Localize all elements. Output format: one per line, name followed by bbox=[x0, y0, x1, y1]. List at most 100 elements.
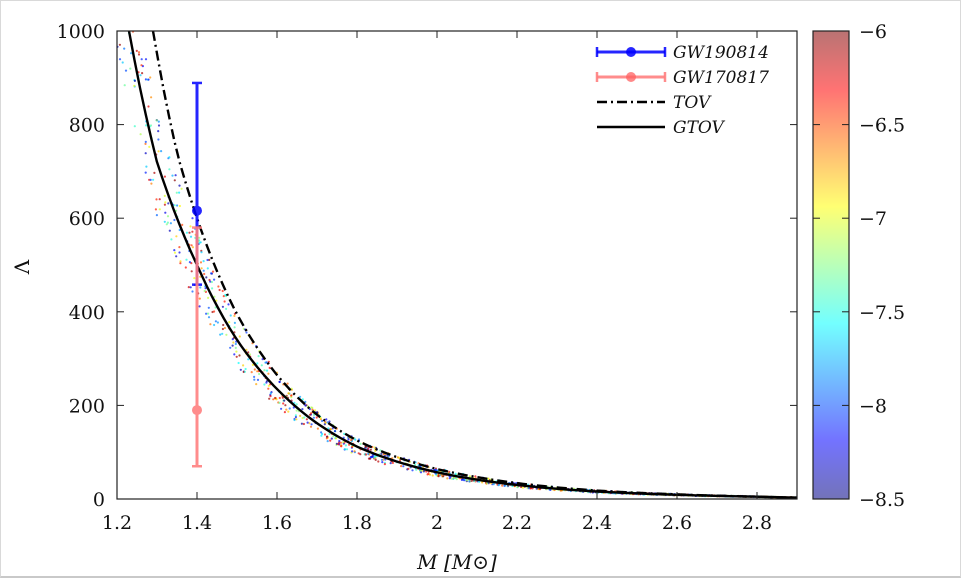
cloud-point bbox=[204, 287, 207, 290]
plot-area bbox=[116, 30, 798, 500]
cloud-point bbox=[474, 475, 477, 478]
errorbar-gw170817 bbox=[192, 226, 202, 468]
cloud-point bbox=[265, 369, 269, 372]
cloud-point bbox=[128, 28, 130, 30]
cloud-point bbox=[501, 484, 504, 487]
cloud-point bbox=[242, 364, 245, 367]
cloud-point bbox=[225, 307, 228, 310]
cloud-point bbox=[168, 156, 171, 159]
cloud-point bbox=[150, 182, 153, 185]
y-tick-label: 200 bbox=[69, 395, 105, 417]
cloud-point bbox=[268, 397, 271, 400]
cloud-point bbox=[191, 246, 194, 249]
cloud-point bbox=[123, 4, 125, 6]
cloud-point bbox=[233, 353, 236, 356]
cloud-point bbox=[144, 152, 147, 155]
cloud-point bbox=[455, 478, 458, 481]
cloud-point bbox=[337, 443, 340, 446]
cloud-point bbox=[203, 289, 206, 293]
cloud-point bbox=[173, 218, 176, 222]
cloud-point bbox=[199, 286, 202, 289]
cloud-point bbox=[145, 124, 148, 127]
cloud-point bbox=[521, 486, 525, 489]
cloud-point bbox=[229, 314, 232, 317]
cloud-point bbox=[345, 448, 349, 451]
cloud-point bbox=[343, 432, 346, 435]
cloud-point bbox=[274, 396, 277, 400]
cloud-point bbox=[205, 312, 208, 315]
cloud-point bbox=[367, 452, 370, 455]
cloud-point bbox=[227, 303, 230, 306]
cloud-point bbox=[239, 368, 242, 371]
model-curves bbox=[127, 31, 797, 499]
cloud-point bbox=[316, 427, 319, 430]
cloud-point bbox=[173, 251, 177, 254]
cloud-point bbox=[280, 407, 283, 410]
colorbar-tick-label: −8.5 bbox=[859, 489, 905, 511]
cloud-point bbox=[326, 440, 329, 443]
legend-entry-gtov: GTOV bbox=[597, 118, 726, 138]
cloud-point bbox=[123, 84, 126, 87]
cloud-point bbox=[130, 26, 132, 28]
cloud-point bbox=[347, 438, 350, 441]
cloud-point bbox=[140, 64, 143, 67]
cloud-point bbox=[157, 150, 160, 153]
cloud-point bbox=[245, 331, 248, 334]
cloud-point bbox=[178, 191, 181, 194]
cloud-point bbox=[295, 409, 298, 412]
colorbar-tick-label: −8 bbox=[859, 395, 887, 417]
cloud-point bbox=[222, 295, 225, 298]
cloud-point bbox=[199, 241, 202, 244]
x-tick-label: 1.2 bbox=[102, 512, 132, 534]
colorbar-tick-label: −6.5 bbox=[859, 115, 905, 137]
cloud-point bbox=[206, 312, 210, 315]
cloud-point bbox=[238, 335, 241, 338]
cloud-point bbox=[481, 481, 484, 484]
cloud-point bbox=[137, 53, 141, 56]
cloud-point bbox=[377, 460, 380, 463]
cloud-point bbox=[290, 394, 293, 397]
cloud-point bbox=[304, 404, 307, 407]
cloud-point bbox=[122, 25, 124, 27]
cloud-point bbox=[354, 438, 357, 441]
cloud-point bbox=[232, 341, 235, 344]
cloud-point bbox=[144, 171, 147, 174]
cloud-point bbox=[165, 223, 168, 226]
cloud-point bbox=[234, 346, 237, 349]
x-tick-label: 2.6 bbox=[662, 512, 692, 534]
cloud-point bbox=[437, 475, 440, 478]
cloud-point bbox=[235, 350, 238, 353]
cloud-point bbox=[209, 280, 212, 283]
cloud-point bbox=[247, 358, 250, 361]
cloud-point bbox=[338, 439, 341, 443]
cloud-point bbox=[223, 326, 226, 330]
cloud-point bbox=[135, 49, 138, 53]
cloud-point bbox=[191, 230, 194, 233]
cloud-point bbox=[216, 321, 219, 324]
cloud-point bbox=[222, 323, 225, 327]
cloud-point bbox=[267, 387, 270, 390]
cloud-point bbox=[260, 364, 263, 367]
legend-entry-gw170817: GW170817 bbox=[595, 68, 769, 88]
cloud-point bbox=[149, 178, 152, 181]
cloud-point bbox=[234, 342, 237, 346]
cloud-point bbox=[450, 477, 453, 480]
cloud-point bbox=[137, 17, 139, 19]
cloud-point bbox=[207, 316, 211, 319]
cloud-point bbox=[422, 470, 425, 473]
cloud-point bbox=[339, 441, 342, 444]
cloud-point bbox=[321, 432, 324, 436]
cloud-point bbox=[256, 370, 259, 373]
cloud-point bbox=[295, 403, 298, 406]
cloud-point bbox=[147, 105, 150, 108]
cloud-point bbox=[310, 412, 313, 415]
curve-gtov bbox=[127, 31, 797, 499]
y-tick-label: 800 bbox=[69, 115, 105, 137]
cloud-point bbox=[312, 416, 315, 419]
cloud-point bbox=[265, 361, 268, 364]
cloud-point bbox=[140, 58, 143, 61]
cloud-point bbox=[139, 74, 142, 77]
cloud-point bbox=[167, 202, 170, 205]
cloud-point bbox=[144, 140, 147, 143]
cloud-point bbox=[427, 472, 430, 475]
